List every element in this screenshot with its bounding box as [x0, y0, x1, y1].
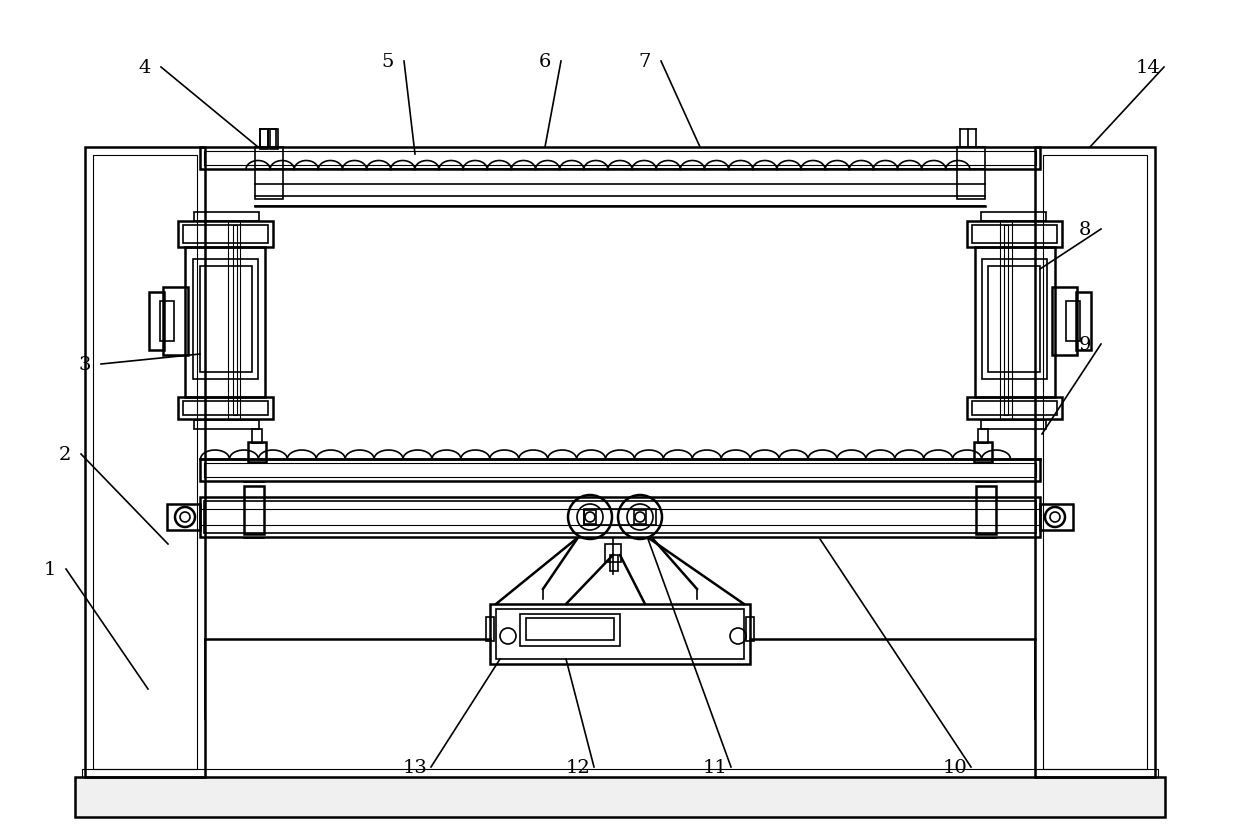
- Bar: [1040, 504, 1073, 530]
- Text: 1: 1: [43, 560, 56, 579]
- Bar: [205, 152, 1035, 166]
- Bar: [74, 777, 1166, 817]
- Bar: [205, 502, 1035, 533]
- Bar: [610, 555, 618, 571]
- Text: 11: 11: [703, 758, 728, 776]
- Text: 6: 6: [539, 53, 552, 71]
- Bar: [988, 267, 1040, 373]
- Bar: [496, 609, 744, 660]
- Text: 12: 12: [565, 758, 590, 776]
- Bar: [584, 511, 596, 524]
- Text: 9: 9: [1079, 335, 1091, 354]
- Bar: [1076, 293, 1091, 350]
- Bar: [200, 267, 252, 373]
- Bar: [520, 614, 620, 646]
- Bar: [160, 302, 174, 342]
- Bar: [252, 430, 262, 443]
- Bar: [972, 226, 1056, 244]
- Bar: [193, 260, 258, 380]
- Bar: [260, 130, 268, 150]
- Bar: [200, 148, 1040, 170]
- Bar: [248, 442, 267, 462]
- Bar: [486, 617, 494, 641]
- Bar: [746, 617, 754, 641]
- Bar: [93, 155, 197, 769]
- Text: 7: 7: [639, 53, 651, 71]
- Bar: [193, 421, 259, 430]
- Bar: [967, 222, 1061, 247]
- Bar: [233, 226, 237, 415]
- Bar: [605, 544, 621, 563]
- Bar: [179, 222, 273, 247]
- Bar: [981, 212, 1047, 222]
- Bar: [162, 288, 188, 355]
- Bar: [975, 247, 1055, 398]
- Bar: [1004, 226, 1008, 415]
- Bar: [1066, 302, 1080, 342]
- Bar: [228, 222, 241, 420]
- Bar: [255, 148, 283, 200]
- Bar: [978, 430, 988, 443]
- Text: 3: 3: [79, 355, 92, 374]
- Bar: [193, 212, 259, 222]
- Bar: [1043, 155, 1147, 769]
- Text: 8: 8: [1079, 221, 1091, 239]
- Bar: [1035, 148, 1154, 777]
- Bar: [184, 226, 268, 244]
- Text: 14: 14: [1136, 59, 1161, 77]
- Text: 13: 13: [403, 758, 428, 776]
- Bar: [972, 401, 1056, 415]
- Bar: [967, 398, 1061, 420]
- Bar: [205, 463, 1035, 477]
- Bar: [179, 398, 273, 420]
- Bar: [167, 504, 200, 530]
- Text: 5: 5: [382, 53, 394, 71]
- Bar: [1052, 288, 1078, 355]
- Bar: [634, 511, 646, 524]
- Bar: [526, 619, 614, 640]
- Bar: [200, 460, 1040, 482]
- Text: 2: 2: [58, 446, 71, 463]
- Bar: [981, 421, 1047, 430]
- Bar: [86, 148, 205, 777]
- Bar: [584, 509, 656, 525]
- Bar: [982, 260, 1047, 380]
- Bar: [270, 130, 278, 150]
- Bar: [185, 247, 265, 398]
- Bar: [149, 293, 164, 350]
- Text: 10: 10: [942, 758, 967, 776]
- Bar: [200, 497, 1040, 538]
- Bar: [82, 769, 1158, 777]
- Bar: [184, 401, 268, 415]
- Bar: [957, 148, 985, 200]
- Bar: [999, 222, 1012, 420]
- Bar: [244, 487, 264, 534]
- Bar: [976, 487, 996, 534]
- Bar: [490, 604, 750, 665]
- Text: 4: 4: [139, 59, 151, 77]
- Bar: [973, 442, 992, 462]
